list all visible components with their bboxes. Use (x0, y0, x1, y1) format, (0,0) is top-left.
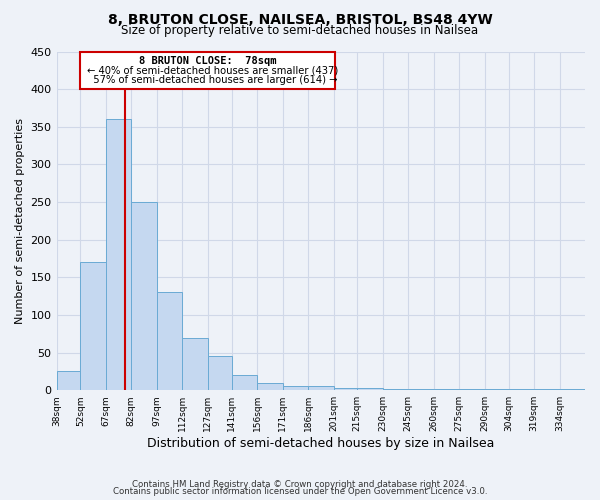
Bar (358, 388, 383, 390)
Bar (56, 372, 80, 390)
Bar (182, 338, 208, 390)
Bar (334, 388, 358, 390)
Bar (257, 382, 283, 390)
Y-axis label: Number of semi-detached properties: Number of semi-detached properties (15, 118, 25, 324)
Bar (383, 388, 408, 390)
Bar (131, 202, 157, 390)
Text: 57% of semi-detached houses are larger (614) →: 57% of semi-detached houses are larger (… (87, 75, 338, 85)
Text: Contains HM Land Registry data © Crown copyright and database right 2024.: Contains HM Land Registry data © Crown c… (132, 480, 468, 489)
Bar (80, 262, 106, 390)
Bar (208, 356, 232, 390)
Bar (283, 386, 308, 390)
Bar (408, 388, 434, 390)
Bar (232, 375, 257, 390)
Text: 8, BRUTON CLOSE, NAILSEA, BRISTOL, BS48 4YW: 8, BRUTON CLOSE, NAILSEA, BRISTOL, BS48 … (107, 12, 493, 26)
FancyBboxPatch shape (80, 52, 335, 89)
Text: 8 BRUTON CLOSE:  78sqm: 8 BRUTON CLOSE: 78sqm (139, 56, 277, 66)
Text: Size of property relative to semi-detached houses in Nailsea: Size of property relative to semi-detach… (121, 24, 479, 37)
Text: ← 40% of semi-detached houses are smaller (437): ← 40% of semi-detached houses are smalle… (87, 66, 338, 76)
Bar (308, 386, 334, 390)
Text: Contains public sector information licensed under the Open Government Licence v3: Contains public sector information licen… (113, 487, 487, 496)
Bar (157, 292, 182, 390)
X-axis label: Distribution of semi-detached houses by size in Nailsea: Distribution of semi-detached houses by … (147, 437, 494, 450)
Bar (106, 119, 131, 390)
